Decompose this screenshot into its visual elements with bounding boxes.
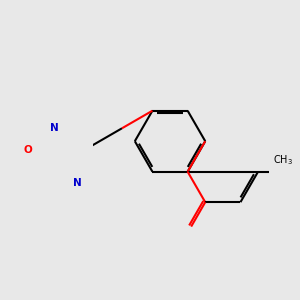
Text: N: N (73, 178, 81, 188)
Text: O: O (23, 145, 32, 155)
Text: N: N (50, 123, 58, 133)
Text: CH$_3$: CH$_3$ (273, 154, 293, 167)
